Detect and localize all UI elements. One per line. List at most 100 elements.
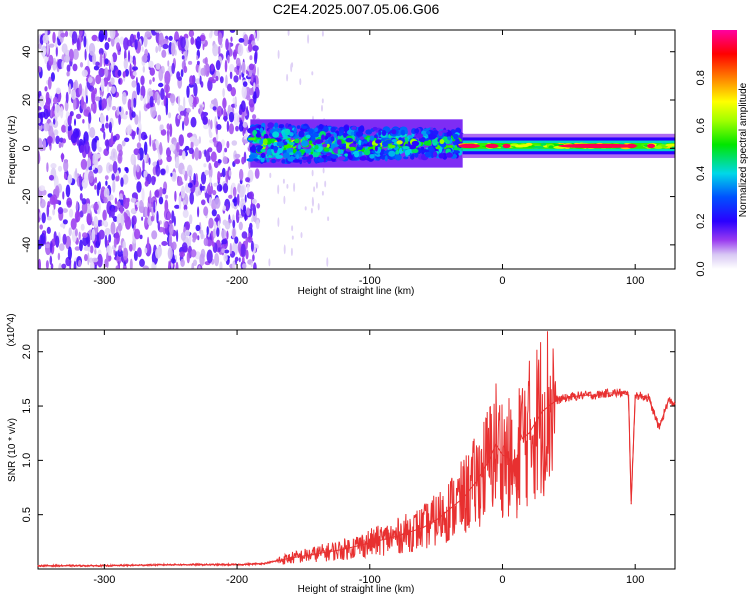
heatmap-cell [243,34,249,47]
heatmap-cell [219,185,222,192]
heatmap-cell [52,102,55,112]
heatmap-cell [310,135,316,143]
heatmap-cell [230,36,233,42]
heatmap-cell [46,226,51,234]
heatmap-cell [122,265,127,269]
heatmap-cell [255,133,262,138]
heatmap-cell [219,261,223,269]
heatmap-cell [158,68,164,82]
heatmap-cell [190,140,194,149]
y-tick-label: -40 [21,237,33,253]
heatmap-cell [358,151,363,158]
heatmap-cell [243,204,247,214]
heatmap-cell [178,115,182,120]
heatmap-cell [303,148,312,154]
heatmap-cell [83,35,87,48]
heatmap-cell [64,30,69,37]
heatmap-cell [46,204,50,218]
y-tick-label: 40 [21,46,33,58]
heatmap-cell [114,197,118,205]
heatmap-hotspot [558,143,638,149]
heatmap-cell [92,53,97,65]
snr-data-point [37,565,39,567]
heatmap-cell [133,250,138,261]
heatmap-cell [46,42,49,55]
heatmap-cell [160,129,167,136]
snr-data-point [517,427,520,429]
heatmap-cell [234,256,239,262]
heatmap-cell [118,78,121,85]
heatmap-cell [110,131,114,145]
heatmap-cell [349,143,357,148]
heatmap-cell [209,176,212,187]
spectrogram-heatmap [38,30,675,269]
heatmap-cell [136,31,140,40]
heatmap-cell [348,146,357,151]
heatmap-cell [104,175,109,181]
heatmap-cell [278,124,284,129]
heatmap-cell [225,38,229,51]
heatmap-cell [240,243,246,258]
heatmap-cell [175,261,179,269]
heatmap-cell [365,129,373,135]
heatmap-cell [212,43,219,57]
heatmap-cell [396,140,403,145]
heatmap-cell [330,136,335,142]
heatmap-cell [186,252,190,264]
heatmap-cell [253,262,257,269]
heatmap-cell [158,196,164,205]
heatmap-cell [133,163,137,178]
heatmap-cell [60,32,66,38]
heatmap-cell [39,34,44,46]
heatmap-cell [44,86,48,92]
heatmap-cell [154,30,162,33]
heatmap-cell [348,154,354,160]
heatmap-cell [135,204,137,210]
heatmap-cell [79,62,84,68]
heatmap-cell [133,97,137,108]
heatmap-cell [391,129,397,135]
heatmap-cell [220,172,223,177]
heatmap-cell [197,190,202,196]
heatmap-cell [38,43,42,50]
heatmap-cell [98,48,104,56]
heatmap-cell [212,189,217,196]
heatmap-cell [221,108,224,115]
heatmap-cell [75,200,79,212]
heatmap-cell [67,174,73,185]
heatmap-cell [84,254,88,262]
heatmap-cell [249,55,253,61]
heatmap-cell [217,45,221,56]
snr-data-point [581,394,583,396]
heatmap-cell [318,124,324,130]
heatmap-cell [321,98,324,104]
heatmap-cell [165,194,169,199]
heatmap-cell [233,196,238,207]
heatmap-cell [428,133,437,140]
heatmap-cell [60,223,65,228]
heatmap-cell [333,132,337,138]
heatmap-cell [221,248,225,253]
heatmap-cell [200,229,204,240]
spectrogram-y-ticks: -40 -20 0 20 40 [21,46,675,253]
heatmap-cell [203,64,206,77]
heatmap-cell [198,136,201,144]
heatmap-cell [452,133,459,138]
heatmap-cell [238,109,243,116]
heatmap-cell [308,128,314,136]
heatmap-cell [653,145,663,149]
heatmap-cell [100,78,105,92]
heatmap-cell [119,193,123,200]
heatmap-cell [291,225,294,232]
heatmap-cell [248,154,256,159]
heatmap-cell [256,203,261,209]
heatmap-cell [81,201,88,214]
heatmap-cell [216,141,223,153]
heatmap-cell [121,140,126,147]
heatmap-cell [169,143,176,152]
heatmap-cell [171,241,177,251]
spectrogram-x-axis-label: Height of straight line (km) [298,286,415,297]
heatmap-cell [199,34,206,42]
heatmap-cell [208,162,212,171]
heatmap-cell [283,195,286,205]
